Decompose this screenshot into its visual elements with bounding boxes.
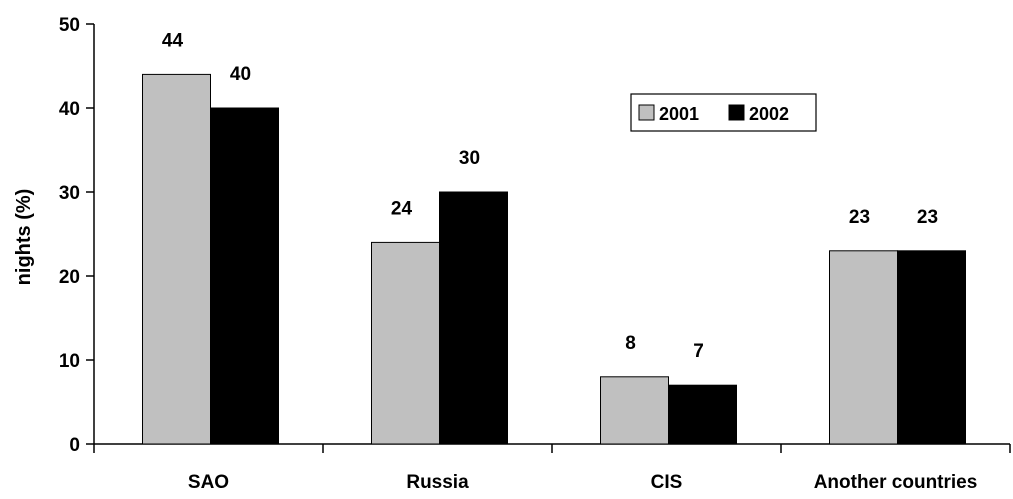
legend-box [630, 93, 817, 132]
bar-cis-2001 [600, 376, 669, 445]
x-tick-label-cis: CIS [651, 472, 683, 493]
plot-area: 0 10 20 30 40 50 44 40 SAO 24 30 Russia 8 7 CIS 23 23 Ano… [59, 15, 1011, 493]
legend-label-2001: 2001 [659, 104, 699, 124]
legend: 2001 2002 [630, 93, 817, 132]
bar-sao-2002 [210, 107, 279, 445]
data-label-russia-2002: 30 [459, 148, 480, 169]
data-label-russia-2001: 24 [391, 198, 413, 219]
bar-another-countries-2001 [829, 250, 898, 445]
x-tick-label-sao: SAO [188, 472, 229, 493]
bar-russia-2002 [439, 191, 508, 445]
data-label-cis-2001: 8 [625, 333, 636, 354]
data-label-another-countries-2001: 23 [849, 207, 870, 228]
y-tick-label-0: 0 [69, 435, 80, 456]
y-tick-label-30: 30 [59, 183, 80, 204]
bar-cis-2002 [668, 384, 737, 445]
y-tick-label-20: 20 [59, 267, 80, 288]
data-label-sao-2001: 44 [162, 30, 184, 51]
bar-another-countries-2002 [897, 250, 966, 445]
data-label-another-countries-2002: 23 [917, 207, 938, 228]
legend-label-2002: 2002 [749, 104, 789, 124]
y-tick-label-50: 50 [59, 15, 80, 36]
y-axis-title: nights (%) [13, 189, 35, 286]
legend-swatch-2001 [638, 104, 655, 121]
y-tick-label-40: 40 [59, 99, 80, 120]
x-tick-label-another-countries: Another countries [814, 472, 978, 493]
x-tick-label-russia: Russia [406, 472, 469, 493]
data-label-cis-2002: 7 [693, 341, 704, 362]
bar-sao-2001 [142, 73, 211, 445]
y-tick-label-10: 10 [59, 351, 80, 372]
legend-swatch-2002 [728, 104, 745, 121]
data-label-sao-2002: 40 [230, 64, 251, 85]
bar-russia-2001 [371, 241, 440, 445]
